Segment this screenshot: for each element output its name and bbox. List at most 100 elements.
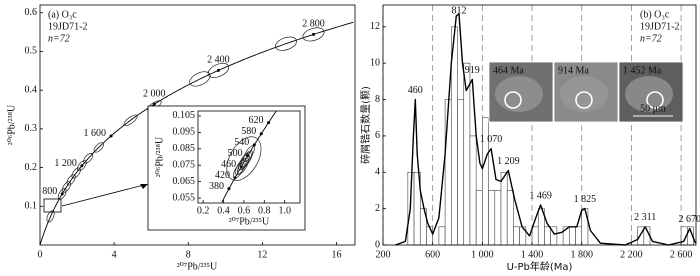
x-tick-label: 1 400: [521, 249, 544, 260]
y-tick-label: 0: [375, 239, 380, 250]
histogram-bar: [581, 208, 589, 246]
concordia-age-label: 460: [221, 159, 236, 170]
error-ellipse: [71, 167, 81, 179]
concordia-age-label: 1 600: [84, 128, 107, 139]
concordia-age-mark: [109, 134, 113, 138]
histogram-bar: [575, 226, 583, 246]
peak-label: 919: [465, 65, 480, 76]
arrow-head: [140, 184, 148, 189]
y-tick-label: 0.095: [173, 127, 196, 138]
error-ellipse: [66, 174, 76, 186]
histogram-bar: [506, 190, 514, 246]
histogram-bar: [426, 226, 433, 246]
kde-curve: [395, 13, 697, 246]
error-ellipse: [77, 160, 87, 172]
concordia-age-mark: [216, 68, 220, 72]
y-tick-label: 0.6: [25, 7, 38, 18]
histogram-bar: [438, 226, 446, 246]
x-tick-label: 1 800: [570, 249, 593, 260]
concordia-age-mark: [246, 154, 250, 158]
histogram-bar: [444, 99, 452, 246]
y-tick-label: 12: [370, 21, 380, 32]
x-tick-label: 4: [112, 249, 117, 260]
y-tick-label: 10: [370, 57, 380, 68]
peak-label: 2 670: [679, 214, 700, 225]
y-tick-label: 0.1: [25, 201, 38, 212]
x-tick-label: 0.2: [197, 205, 210, 216]
y-tick-label: 0.105: [173, 110, 196, 121]
error-ellipse: [83, 153, 94, 164]
photo-label: 1 452 Ma: [623, 65, 662, 76]
histogram-bar: [475, 190, 483, 246]
error-ellipse: [238, 153, 250, 171]
panel-title: (a) O₃c: [48, 9, 77, 20]
y-tick-label: 0.3: [25, 123, 38, 134]
y-tick-label: 0.5: [25, 46, 38, 57]
concordia-age-label: 380: [209, 181, 224, 192]
error-ellipse: [302, 27, 325, 42]
x-tick-label: 1.0: [278, 205, 291, 216]
concordia-age-mark: [60, 192, 64, 196]
peak-label: 2 311: [634, 212, 656, 223]
concordia-age-label: 800: [42, 186, 57, 197]
x-tick-label: 0.6: [238, 205, 251, 216]
concordia-age-label: 2 400: [207, 55, 230, 66]
concordia-age-label: 420: [215, 170, 230, 181]
concordia-age-mark: [80, 164, 84, 168]
photo-label: 464 Ma: [493, 65, 524, 76]
y-tick-label: 2: [375, 203, 380, 214]
concordia-age-mark: [312, 32, 316, 36]
spot-circle: [646, 91, 664, 109]
error-ellipse: [235, 158, 247, 176]
x-tick-label: 200: [376, 249, 391, 260]
peak-label: 1 070: [480, 134, 503, 145]
y-tick-label: 0.075: [173, 160, 196, 171]
y-tick-label: 4: [375, 167, 380, 178]
error-ellipse: [226, 136, 262, 181]
panel-subtitle: 19JD71-2: [640, 21, 679, 32]
x-tick-label: 2 200: [620, 249, 643, 260]
y-tick-label: 0.4: [25, 84, 38, 95]
concordia-age-label: 540: [234, 137, 249, 148]
panel-annotation: n=72: [640, 33, 662, 44]
x-tick-label: 600: [425, 249, 440, 260]
error-ellipse: [93, 142, 104, 153]
x-tick-label: 2 600: [670, 249, 693, 260]
x-tick-label: 16: [331, 249, 341, 260]
error-ellipse: [237, 157, 249, 175]
histogram-bar: [513, 226, 520, 246]
error-ellipse: [243, 145, 255, 162]
y-tick-label: 0.2: [25, 162, 38, 173]
error-ellipse: [123, 114, 138, 127]
plot-frame: [197, 110, 301, 204]
panel-title: (b) O₃c: [640, 9, 670, 20]
histogram-bar: [500, 171, 508, 246]
spot-circle: [575, 91, 593, 109]
peak-label: 812: [452, 5, 467, 16]
histogram-bar: [469, 135, 477, 246]
concordia-age-label: 1 200: [54, 158, 77, 169]
concordia-age-label: 2 800: [302, 19, 325, 30]
x-tick-label: 0.4: [217, 205, 230, 216]
zoom-box: [43, 198, 62, 213]
histogram-bar: [488, 190, 496, 246]
peak-label: 1 469: [529, 190, 552, 201]
scale-label: 50 μm: [640, 103, 666, 114]
zoom-arrow: [61, 184, 145, 207]
y-tick-label: 6: [375, 130, 380, 141]
histogram-bar: [569, 226, 576, 246]
y-tick-label: 8: [375, 94, 380, 105]
concordia-age-mark: [259, 132, 263, 136]
error-ellipse: [189, 71, 211, 87]
concordia-curve: [221, 111, 277, 203]
x-tick-label: 8: [186, 249, 191, 260]
inset-y-title: ²⁰⁶Pb/²³⁸U: [154, 136, 165, 177]
error-ellipse: [62, 181, 71, 193]
y-tick-label: 0.065: [173, 176, 196, 187]
histogram-bar: [457, 99, 465, 246]
peak-label: 1 209: [497, 156, 520, 167]
concordia-age-mark: [152, 102, 156, 106]
photo-label: 914 Ma: [558, 65, 589, 76]
concordia-age-mark: [267, 121, 271, 125]
error-ellipse: [46, 210, 55, 223]
